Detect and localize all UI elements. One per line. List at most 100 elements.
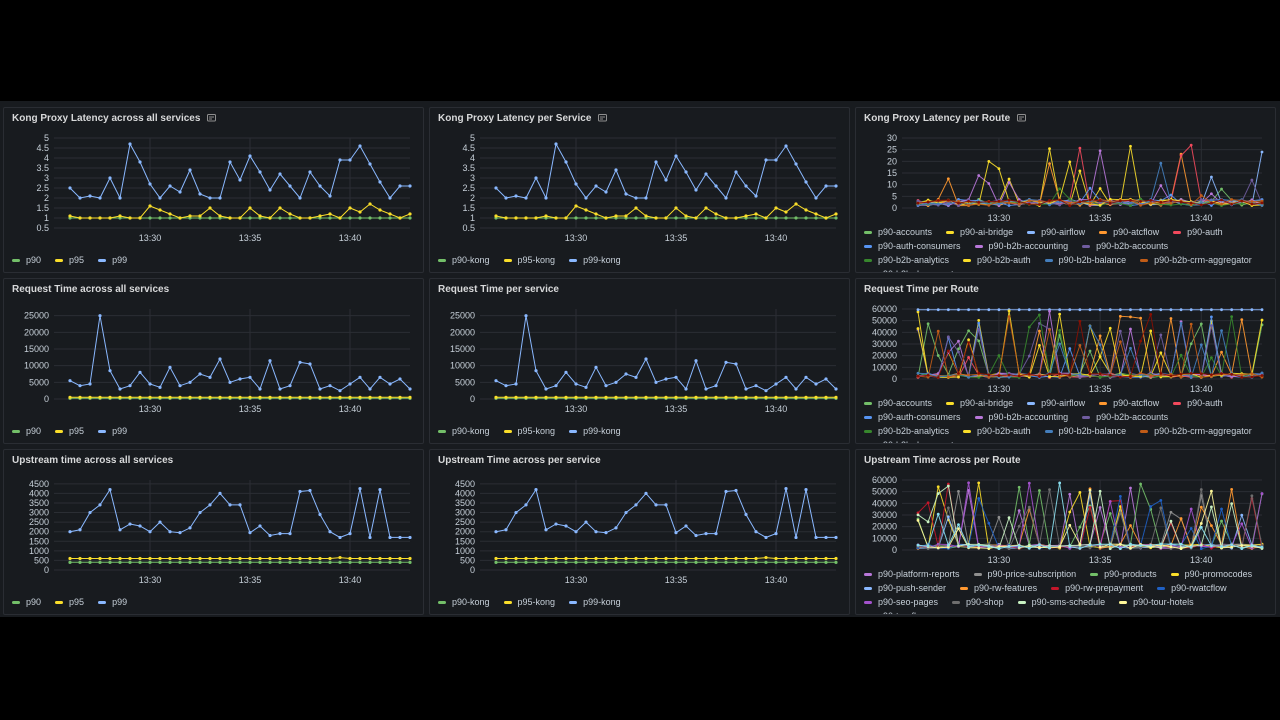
data-point <box>804 375 808 379</box>
legend-item-p90-rw-features[interactable]: p90-rw-features <box>960 583 1037 593</box>
panel-kong-proxy-latency-all[interactable]: Kong Proxy Latency across all services 0… <box>3 107 424 273</box>
legend-item-p90-atcflow[interactable]: p90-atcflow <box>1099 398 1159 408</box>
legend-item-p90-b2b-analytics[interactable]: p90-b2b-analytics <box>864 426 949 436</box>
legend-item-p90-b2b-crm-aggregator[interactable]: p90-b2b-crm-aggregator <box>1140 255 1252 265</box>
legend-item-p90-auth-consumers[interactable]: p90-auth-consumers <box>864 412 961 422</box>
dashboard-link-icon[interactable] <box>598 113 608 125</box>
timeseries-chart[interactable]: 0 5000 10000 15000 20000 25000 13:30 13:35 13:40 <box>4 279 424 444</box>
legend-item-p99[interactable]: p99 <box>98 426 127 436</box>
legend-item-p90-airflow[interactable]: p90-airflow <box>1027 227 1085 237</box>
legend-item-p90-b2b-auth[interactable]: p90-b2b-auth <box>963 426 1031 436</box>
legend-item-p95[interactable]: p95 <box>55 426 84 436</box>
legend-item-p90-b2b-accounting[interactable]: p90-b2b-accounting <box>974 241 1068 251</box>
legend-item-p90-rwatcflow[interactable]: p90-rwatcflow <box>1157 583 1227 593</box>
legend-item-p90-b2b-crm-aggregator[interactable]: p90-b2b-crm-aggregator <box>1140 426 1252 436</box>
data-point <box>1027 202 1031 206</box>
legend-item-p90-accounts[interactable]: p90-accounts <box>864 398 932 408</box>
data-point <box>936 376 940 379</box>
data-point <box>1098 542 1102 546</box>
data-point <box>1169 545 1173 549</box>
legend-item-p99-kong[interactable]: p99-kong <box>569 426 621 436</box>
legend-item-p90-kong[interactable]: p90-kong <box>438 426 490 436</box>
panel-request-time-all[interactable]: Request Time across all services 0 5000 10… <box>3 278 424 444</box>
legend-item-p90-atcflow[interactable]: p90-atcflow <box>1099 227 1159 237</box>
dashboard-link-icon[interactable] <box>207 113 217 125</box>
timeseries-chart[interactable]: 0.511.522.533.544.55 13:30 13:35 13:40 <box>430 108 850 273</box>
panel-upstream-time-route[interactable]: Upstream Time across per Route 0 10000 200… <box>855 449 1276 615</box>
data-point <box>784 216 788 220</box>
legend-item-p90-sms-schedule[interactable]: p90-sms-schedule <box>1017 597 1105 607</box>
dashboard-link-icon[interactable] <box>1017 113 1027 125</box>
legend-item-p90-accounts[interactable]: p90-accounts <box>864 227 932 237</box>
data-point <box>916 199 920 203</box>
legend-item-p90-kong[interactable]: p90-kong <box>438 597 490 607</box>
legend-item-p90-price-subscription[interactable]: p90-price-subscription <box>973 569 1076 579</box>
data-point <box>78 556 82 561</box>
data-point <box>926 520 930 524</box>
panel-upstream-time-all[interactable]: Upstream time across all services 0 500 10… <box>3 449 424 615</box>
legend-item-p90-auth-consumers[interactable]: p90-auth-consumers <box>864 241 961 251</box>
legend-item-p90-ai-bridge[interactable]: p90-ai-bridge <box>946 398 1013 408</box>
legend-item-p90-b2b-accounting[interactable]: p90-b2b-accounting <box>974 412 1068 422</box>
legend-item-p90-tourflow[interactable]: p90-tourflow <box>864 611 928 614</box>
legend-item-p90-b2b-balance[interactable]: p90-b2b-balance <box>1044 426 1126 436</box>
legend-item-p95-kong[interactable]: p95-kong <box>503 597 555 607</box>
legend-item-p90-promocodes[interactable]: p90-promocodes <box>1170 569 1252 579</box>
legend-item-p90-b2b-balance[interactable]: p90-b2b-balance <box>1044 255 1126 265</box>
timeseries-chart[interactable]: 0.511.522.533.544.55 13:30 13:35 13:40 <box>4 108 424 273</box>
legend-label: p99 <box>112 255 128 265</box>
legend-item-p90-shop[interactable]: p90-shop <box>952 597 1004 607</box>
data-point <box>524 503 528 507</box>
legend-item-p90-kong[interactable]: p90-kong <box>438 255 490 265</box>
legend-item-p90-seo-pages[interactable]: p90-seo-pages <box>864 597 938 607</box>
legend-item-p90-b2b-accounts[interactable]: p90-b2b-accounts <box>1082 412 1168 422</box>
data-point <box>68 214 72 218</box>
legend-item-p90-platform-reports[interactable]: p90-platform-reports <box>864 569 960 579</box>
legend-item-p90-rw-prepayment[interactable]: p90-rw-prepayment <box>1051 583 1143 593</box>
data-point <box>784 210 788 214</box>
legend-item-p90-auth[interactable]: p90-auth <box>1173 227 1223 237</box>
legend-item-p90-tour-hotels[interactable]: p90-tour-hotels <box>1119 597 1194 607</box>
legend-item-p90[interactable]: p90 <box>12 426 41 436</box>
legend-item-p90-b2b-auth[interactable]: p90-b2b-auth <box>963 255 1031 265</box>
legend-item-p95-kong[interactable]: p95-kong <box>503 426 555 436</box>
legend-item-p90-airflow[interactable]: p90-airflow <box>1027 398 1085 408</box>
panel-kong-proxy-latency-route[interactable]: Kong Proxy Latency per Route 0 5 10 15 20 25 3… <box>855 107 1276 273</box>
data-point <box>1048 309 1051 313</box>
legend-item-p90[interactable]: p90 <box>12 597 41 607</box>
legend-item-p95[interactable]: p95 <box>55 255 84 265</box>
data-point <box>936 512 940 516</box>
data-point <box>1159 371 1163 375</box>
legend-item-p90-auth[interactable]: p90-auth <box>1173 398 1223 408</box>
legend-item-p99[interactable]: p99 <box>98 255 127 265</box>
timeseries-chart[interactable]: 0 5000 10000 15000 20000 25000 13:30 13:35 13:40 <box>430 279 850 444</box>
legend-item-p90[interactable]: p90 <box>12 255 41 265</box>
legend-item-p99-kong[interactable]: p99-kong <box>569 597 621 607</box>
legend-item-p95-kong[interactable]: p95-kong <box>503 255 555 265</box>
legend-item-p90-ai-bridge[interactable]: p90-ai-bridge <box>946 227 1013 237</box>
panel-request-time-service[interactable]: Request Time per service 0 5000 10000 15000… <box>429 278 850 444</box>
legend-item-p90-push-sender[interactable]: p90-push-sender <box>864 583 946 593</box>
data-point <box>824 560 828 564</box>
legend-item-p99[interactable]: p99 <box>98 597 127 607</box>
legend-item-p90-b2b-documents[interactable]: p90-b2b-documents <box>864 440 958 443</box>
legend-swatch <box>503 429 512 433</box>
legend-item-p90-b2b-analytics[interactable]: p90-b2b-analytics <box>864 255 949 265</box>
legend-item-p90-b2b-accounts[interactable]: p90-b2b-accounts <box>1082 241 1168 251</box>
legend-item-p90-b2b-documents[interactable]: p90-b2b-documents <box>864 269 958 272</box>
legend-item-p99-kong[interactable]: p99-kong <box>569 255 621 265</box>
panel-kong-proxy-latency-service[interactable]: Kong Proxy Latency per Service 0.5 1 1.5 2 2… <box>429 107 850 273</box>
data-point <box>997 202 1001 206</box>
legend-item-p95[interactable]: p95 <box>55 597 84 607</box>
data-point <box>1129 375 1132 378</box>
legend-item-p90-products[interactable]: p90-products <box>1090 569 1157 579</box>
panel-upstream-time-service[interactable]: Upstream Time across per service 0 500 100… <box>429 449 850 615</box>
y-tick-label: 2 <box>44 193 49 203</box>
panel-request-time-route[interactable]: Request Time per Route 0 10000 20000 30000 4… <box>855 278 1276 444</box>
data-point <box>168 184 172 188</box>
